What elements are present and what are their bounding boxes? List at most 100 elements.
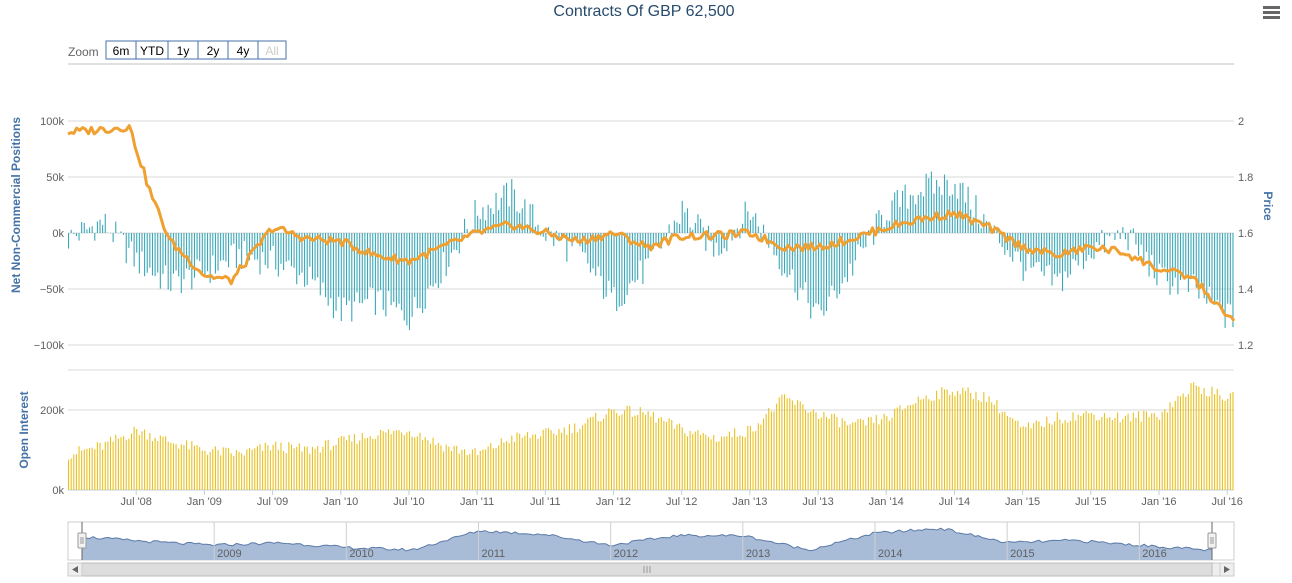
- net-position-bar: [642, 233, 644, 284]
- net-position-bar: [768, 233, 770, 248]
- zoom-button-4y[interactable]: 4y: [227, 40, 259, 60]
- open-interest-bar: [495, 447, 497, 490]
- net-position-bar: [178, 233, 180, 277]
- net-position-bar: [81, 221, 83, 233]
- navigator-right-handle[interactable]: [1207, 522, 1217, 560]
- net-position-bar: [498, 209, 500, 233]
- open-interest-bar: [102, 449, 104, 490]
- navigator-left-handle[interactable]: [77, 522, 87, 560]
- open-interest-bar: [563, 427, 565, 490]
- open-interest-bar: [314, 448, 316, 490]
- open-interest-bar: [783, 394, 786, 490]
- open-interest-bar: [285, 453, 287, 490]
- open-interest-bar: [70, 458, 72, 490]
- open-interest-bar: [456, 445, 458, 490]
- open-interest-bar: [650, 416, 652, 490]
- net-position-bar: [479, 219, 481, 233]
- handle-grip[interactable]: [77, 532, 87, 549]
- open-interest-bar: [812, 409, 814, 490]
- navigator[interactable]: 2009 2010 2011 2012 2013 2014 2015 2016: [67, 521, 1235, 561]
- net-position-bar: [650, 233, 652, 248]
- net-position-bar: [770, 233, 772, 245]
- open-interest-bar: [233, 456, 235, 490]
- open-interest-bar: [831, 414, 833, 490]
- net-position-bar: [637, 233, 639, 280]
- open-interest-bar: [1080, 415, 1082, 490]
- net-position-bar: [860, 233, 862, 247]
- open-interest-bar: [689, 431, 691, 490]
- open-interest-bar: [443, 451, 445, 490]
- net-position-bar: [246, 233, 248, 256]
- open-interest-bar: [802, 404, 804, 490]
- net-position-bar: [230, 233, 232, 246]
- open-interest-bar: [967, 387, 969, 490]
- net-position-bar: [836, 233, 838, 299]
- open-interest-bar: [1048, 423, 1050, 490]
- net-position-bar: [115, 221, 117, 233]
- open-interest-bar: [83, 449, 85, 490]
- open-interest-bar: [545, 428, 547, 490]
- net-position-bar: [941, 194, 943, 233]
- open-interest-bar: [791, 400, 793, 490]
- net-position-bar: [723, 233, 725, 249]
- open-interest-bar: [603, 418, 605, 490]
- zoom-button-ytd[interactable]: YTD: [135, 40, 169, 60]
- open-interest-bar: [1161, 411, 1163, 490]
- scrollbar[interactable]: [67, 562, 1235, 577]
- net-position-bar: [1038, 233, 1040, 262]
- zoom-button-all[interactable]: All: [257, 40, 287, 60]
- hamburger-menu-icon[interactable]: [1263, 6, 1280, 19]
- net-position-bar: [983, 214, 985, 233]
- net-position-bar: [296, 233, 298, 285]
- open-interest-bar: [338, 437, 340, 490]
- open-interest-bar: [778, 397, 780, 490]
- open-interest-bar: [1185, 396, 1187, 490]
- navigator-tick-label: 2010: [349, 548, 373, 560]
- net-position-bar: [482, 207, 484, 233]
- net-position-bar: [340, 233, 342, 322]
- scroll-right-button[interactable]: [1219, 562, 1235, 577]
- net-position-bar: [214, 233, 216, 274]
- zoom-button-2y[interactable]: 2y: [197, 40, 229, 60]
- net-position-bar: [739, 233, 741, 239]
- open-interest-bar: [584, 423, 586, 490]
- open-interest-bar: [964, 390, 967, 490]
- net-position-bar: [461, 233, 463, 241]
- open-interest-bar: [642, 412, 644, 490]
- x-tick-label: Jan '12: [596, 496, 631, 508]
- open-interest-bar: [513, 441, 515, 490]
- open-interest-bar: [857, 418, 859, 490]
- net-position-bar: [204, 233, 206, 277]
- open-interest-bar: [943, 389, 946, 490]
- net-position-bar: [526, 224, 529, 233]
- net-position-bar: [943, 174, 946, 233]
- scroll-left-button[interactable]: [67, 562, 83, 577]
- zoom-button-6m[interactable]: 6m: [105, 40, 137, 60]
- net-position-bar: [1172, 233, 1174, 287]
- net-position-bar: [248, 233, 251, 261]
- open-interest-bar: [521, 437, 523, 490]
- net-position-bar: [621, 233, 623, 306]
- open-interest-bar: [1164, 409, 1166, 490]
- net-position-bar: [283, 233, 285, 270]
- net-position-bar: [377, 233, 379, 292]
- open-interest-bar: [248, 448, 251, 490]
- zoom-button-1y[interactable]: 1y: [167, 40, 199, 60]
- net-position-bar: [492, 213, 494, 233]
- open-interest-bar: [618, 415, 620, 490]
- net-position-bar: [797, 233, 799, 301]
- net-position-bar: [364, 233, 366, 300]
- open-interest-bar: [230, 453, 232, 490]
- net-position-bar: [894, 192, 896, 233]
- net-position-bar: [673, 220, 675, 233]
- net-position-bar: [545, 233, 547, 241]
- open-interest-bar: [130, 433, 133, 490]
- net-position-bar: [251, 233, 253, 255]
- net-position-bar: [873, 233, 875, 245]
- open-interest-bar: [78, 446, 80, 490]
- open-interest-bar: [120, 437, 122, 490]
- price-line: [67, 124, 1236, 322]
- net-position-bar: [146, 233, 148, 273]
- open-interest-bar: [209, 452, 211, 490]
- handle-grip[interactable]: [1207, 532, 1217, 549]
